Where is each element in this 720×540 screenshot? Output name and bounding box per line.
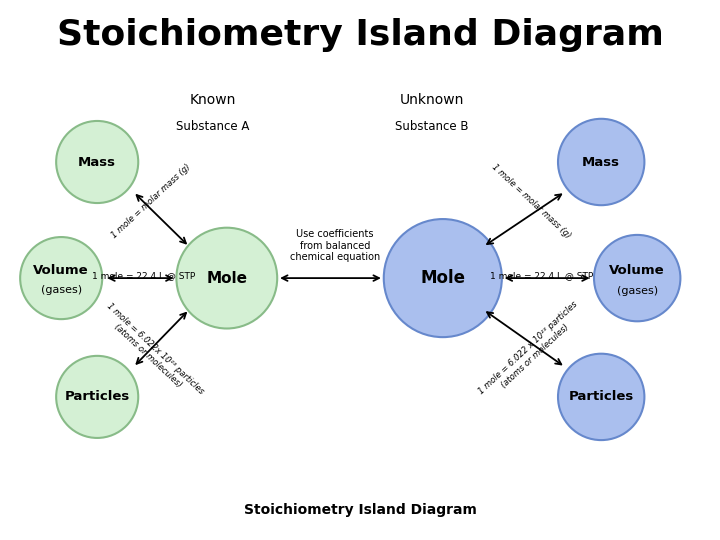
Ellipse shape bbox=[384, 219, 502, 337]
Text: Known: Known bbox=[189, 93, 235, 107]
Text: Particles: Particles bbox=[65, 390, 130, 403]
Text: Use coefficients
from balanced
chemical equation: Use coefficients from balanced chemical … bbox=[289, 229, 380, 262]
Text: Particles: Particles bbox=[569, 390, 634, 403]
Text: (gases): (gases) bbox=[40, 286, 82, 295]
Text: Substance B: Substance B bbox=[395, 120, 469, 133]
Text: 1 mole = molar mass (g): 1 mole = molar mass (g) bbox=[490, 162, 572, 240]
Text: Mole: Mole bbox=[420, 269, 465, 287]
Ellipse shape bbox=[56, 121, 138, 203]
Text: Stoichiometry Island Diagram: Stoichiometry Island Diagram bbox=[243, 503, 477, 517]
Ellipse shape bbox=[558, 119, 644, 205]
Text: Unknown: Unknown bbox=[400, 93, 464, 107]
Text: 1 mole = 22.4 L @ STP: 1 mole = 22.4 L @ STP bbox=[92, 271, 196, 280]
Text: Substance A: Substance A bbox=[176, 120, 249, 133]
Text: 1 mole = molar mass (g): 1 mole = molar mass (g) bbox=[110, 162, 192, 240]
Text: Mass: Mass bbox=[582, 156, 620, 168]
Text: Mass: Mass bbox=[78, 156, 116, 168]
Ellipse shape bbox=[176, 228, 277, 328]
Text: Stoichiometry Island Diagram: Stoichiometry Island Diagram bbox=[57, 18, 663, 52]
Text: 1 mole = 6.022x 10²³ particles
(atoms or molecules): 1 mole = 6.022x 10²³ particles (atoms or… bbox=[97, 301, 205, 403]
Text: Mole: Mole bbox=[207, 271, 247, 286]
Text: 1 mole = 6.022 x 10²³ particles
(atoms or molecules): 1 mole = 6.022 x 10²³ particles (atoms o… bbox=[477, 300, 586, 404]
Ellipse shape bbox=[20, 237, 102, 319]
Ellipse shape bbox=[594, 235, 680, 321]
Ellipse shape bbox=[558, 354, 644, 440]
Text: 1 mole = 22.4 L @ STP: 1 mole = 22.4 L @ STP bbox=[490, 271, 593, 280]
Text: Volume: Volume bbox=[33, 264, 89, 277]
Text: Volume: Volume bbox=[609, 264, 665, 277]
Text: (gases): (gases) bbox=[616, 286, 658, 296]
Ellipse shape bbox=[56, 356, 138, 438]
